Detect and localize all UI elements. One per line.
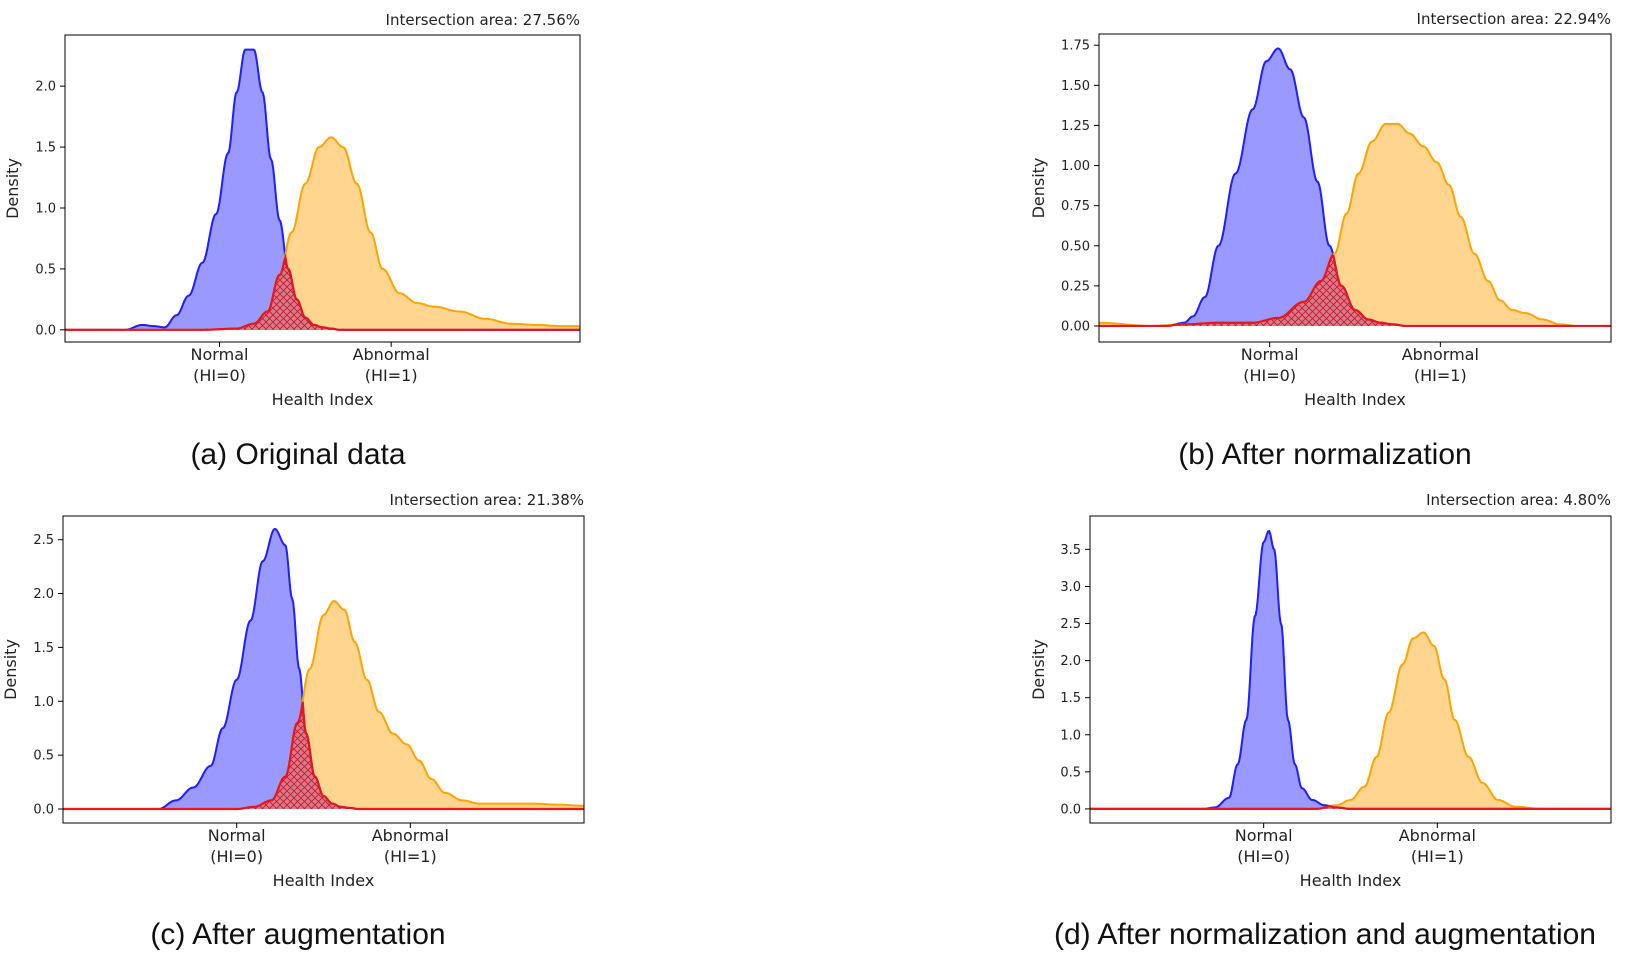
x-tick-label: (HI=0) bbox=[210, 847, 263, 866]
y-tick-label: 0.5 bbox=[1060, 765, 1081, 780]
x-axis-title: Health Index bbox=[1304, 390, 1406, 409]
panel-annotation: Intersection area: 22.94% bbox=[1417, 10, 1611, 28]
y-tick-label: 0.0 bbox=[35, 323, 56, 338]
x-tick-label: Abnormal bbox=[1399, 826, 1476, 845]
series-line-0 bbox=[1090, 529, 1611, 810]
axes-frame bbox=[64, 34, 581, 343]
intersection-line bbox=[1090, 804, 1611, 811]
x-axis-title: Health Index bbox=[273, 871, 375, 890]
x-tick-label: Normal bbox=[191, 345, 249, 364]
plot-area bbox=[1090, 529, 1611, 811]
x-tick-label: Abnormal bbox=[353, 345, 430, 364]
y-axis-title: Density bbox=[3, 158, 22, 219]
x-tick-label: (HI=1) bbox=[1411, 847, 1464, 866]
y-tick-label: 3.0 bbox=[1060, 580, 1081, 595]
x-tick-label: (HI=0) bbox=[1243, 366, 1296, 385]
panel-annotation: Intersection area: 4.80% bbox=[1426, 491, 1611, 509]
y-tick-label: 1.25 bbox=[1061, 119, 1090, 134]
y-axis-title: Density bbox=[1, 639, 20, 700]
y-tick-label: 2.5 bbox=[1060, 617, 1081, 632]
y-tick-label: 0.50 bbox=[1061, 239, 1090, 254]
x-tick-label: (HI=0) bbox=[1237, 847, 1290, 866]
panel-annotation: Intersection area: 27.56% bbox=[386, 11, 580, 29]
intersection-line bbox=[1099, 253, 1611, 328]
x-axis-title: Health Index bbox=[1300, 871, 1402, 890]
y-tick-label: 0.5 bbox=[35, 262, 56, 277]
panel-after-normalization-and-augmentation: Intersection area: 4.80% (d) After norma… bbox=[1029, 491, 1612, 951]
panel-annotation: Intersection area: 21.38% bbox=[390, 491, 584, 509]
x-tick-label: (HI=1) bbox=[365, 366, 418, 385]
x-tick-label: Normal bbox=[208, 826, 266, 845]
y-tick-label: 1.5 bbox=[33, 641, 54, 656]
y-tick-label: 0.0 bbox=[33, 802, 54, 817]
y-tick-label: 2.0 bbox=[1060, 654, 1081, 669]
y-tick-label: 1.75 bbox=[1061, 39, 1090, 54]
y-tick-label: 1.50 bbox=[1061, 79, 1090, 94]
y-tick-label: 0.75 bbox=[1061, 199, 1090, 214]
axes-frame bbox=[1089, 515, 1612, 824]
panel-original-data: Intersection area: 27.56% (a) Original d… bbox=[3, 11, 581, 471]
x-axis-title: Health Index bbox=[272, 390, 374, 409]
series-area-0 bbox=[1099, 48, 1611, 326]
y-tick-label: 1.0 bbox=[35, 201, 56, 216]
y-tick-label: 2.5 bbox=[33, 533, 54, 548]
panel-caption: (b) After normalization bbox=[1178, 438, 1471, 471]
plot-area bbox=[65, 48, 580, 331]
axes-frame bbox=[1098, 33, 1612, 343]
panel-caption: (c) After augmentation bbox=[150, 918, 445, 951]
panel-caption: (a) Original data bbox=[190, 438, 405, 471]
y-tick-label: 2.0 bbox=[33, 587, 54, 602]
intersection-line bbox=[63, 701, 584, 811]
plot-area bbox=[63, 527, 584, 811]
series-area-1 bbox=[65, 137, 580, 330]
x-tick-label: (HI=1) bbox=[384, 847, 437, 866]
y-tick-label: 0.00 bbox=[1061, 319, 1090, 334]
x-tick-label: (HI=1) bbox=[1414, 366, 1467, 385]
intersection-area bbox=[1099, 255, 1611, 326]
series-area-1 bbox=[1099, 123, 1611, 326]
y-tick-label: 0.5 bbox=[33, 749, 54, 764]
y-tick-label: 1.5 bbox=[35, 141, 56, 156]
y-tick-label: 2.0 bbox=[35, 80, 56, 95]
y-tick-label: 1.0 bbox=[1060, 728, 1081, 743]
x-tick-label: Normal bbox=[1235, 826, 1293, 845]
intersection-line bbox=[65, 253, 580, 331]
x-tick-label: (HI=0) bbox=[193, 366, 246, 385]
panel-caption: (d) After normalization and augmentation bbox=[1054, 918, 1596, 951]
x-tick-label: Normal bbox=[1241, 345, 1299, 364]
x-tick-label: Abnormal bbox=[372, 826, 449, 845]
axes-frame bbox=[62, 515, 585, 824]
panel-after-augmentation: Intersection area: 21.38% (c) After augm… bbox=[1, 491, 585, 951]
x-tick-label: Abnormal bbox=[1402, 345, 1479, 364]
y-tick-label: 3.5 bbox=[1060, 543, 1081, 558]
series-line-1 bbox=[1090, 631, 1611, 810]
y-tick-label: 1.0 bbox=[33, 695, 54, 710]
y-tick-label: 0.25 bbox=[1061, 279, 1090, 294]
series-area-1 bbox=[1090, 632, 1611, 809]
series-area-1 bbox=[63, 601, 584, 809]
y-axis-title: Density bbox=[1029, 639, 1048, 700]
y-axis-title: Density bbox=[1029, 158, 1048, 219]
y-tick-label: 0.0 bbox=[1060, 802, 1081, 817]
y-tick-label: 1.5 bbox=[1060, 691, 1081, 706]
panel-after-normalization: Intersection area: 22.94% (b) After norm… bbox=[1029, 10, 1612, 471]
plot-area bbox=[1099, 47, 1611, 328]
y-tick-label: 1.00 bbox=[1061, 159, 1090, 174]
series-area-0 bbox=[1090, 531, 1611, 809]
